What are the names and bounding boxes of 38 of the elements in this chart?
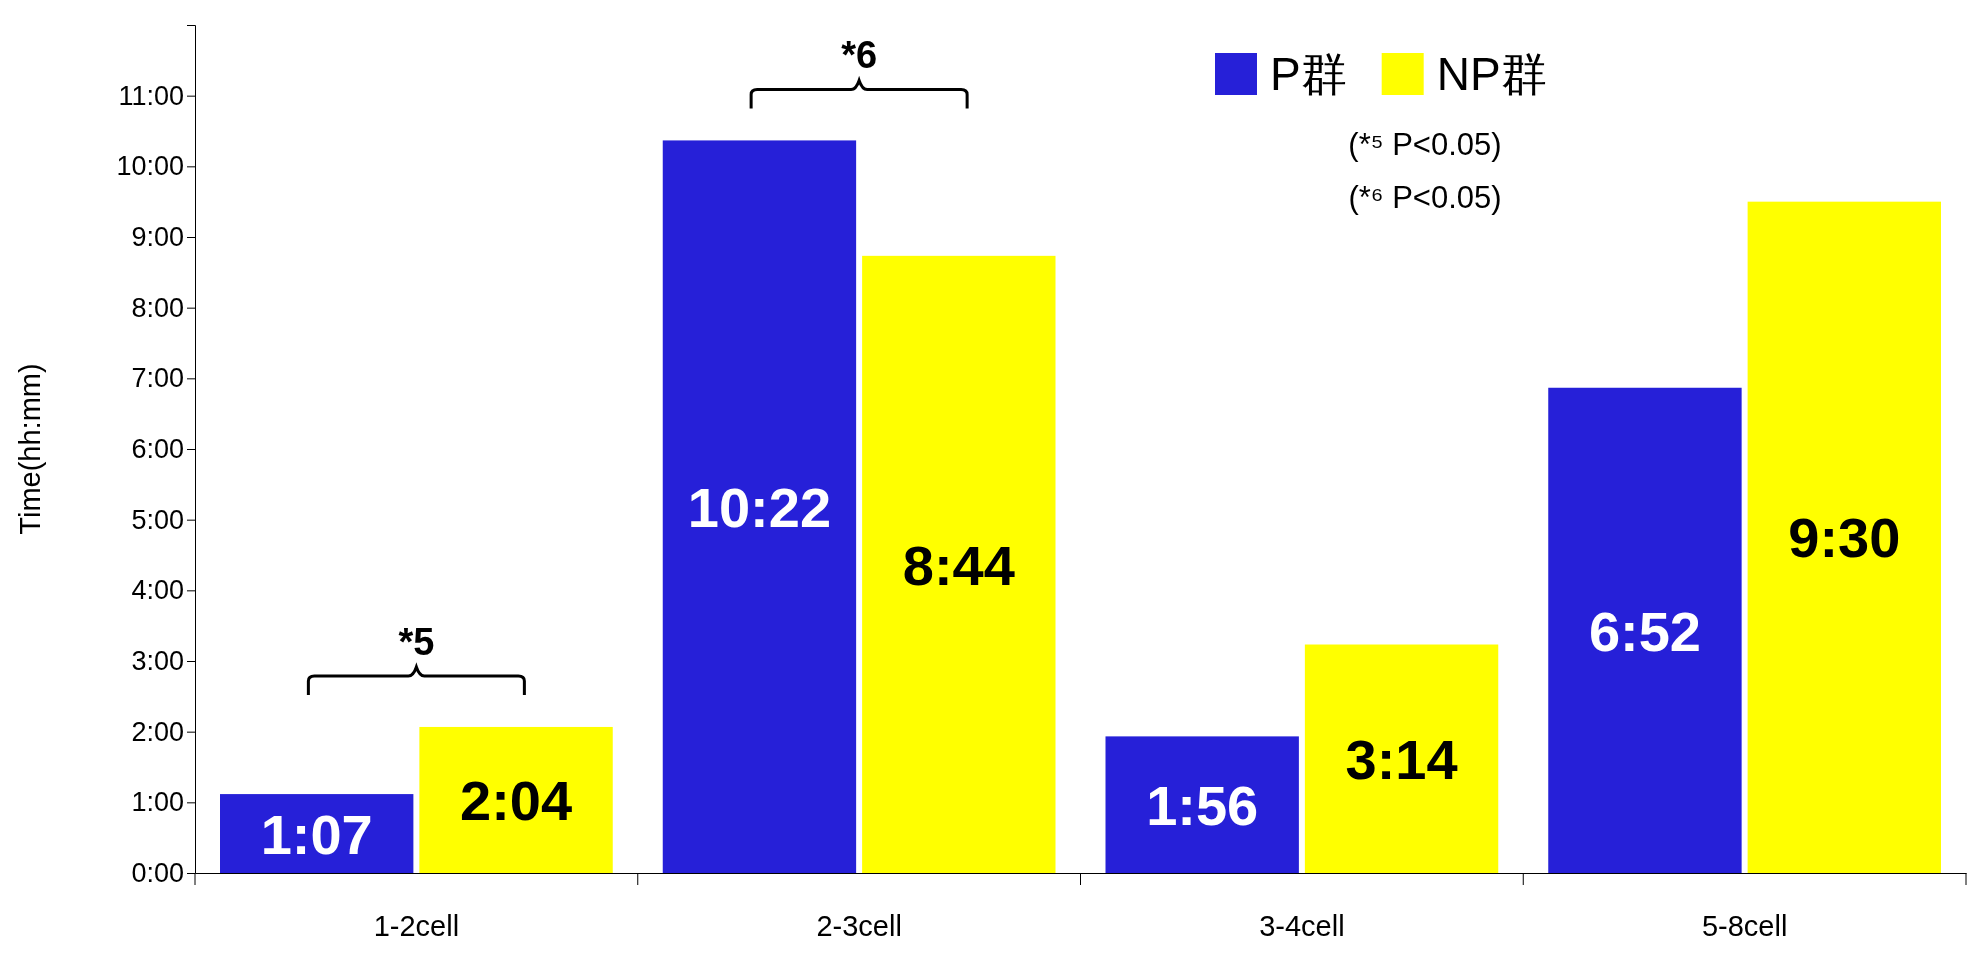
- y-tick-label: 2:00: [131, 716, 184, 747]
- bar: [662, 140, 857, 873]
- data-label: 3:14: [1345, 727, 1458, 791]
- bar: [419, 726, 613, 873]
- annotation: *6: [841, 34, 878, 77]
- x-tick-label: 2-3cell: [816, 910, 902, 942]
- y-tick-label: 3:00: [131, 646, 184, 677]
- x-tick-label: 3-4cell: [1259, 910, 1345, 942]
- data-label: 8:44: [902, 533, 1015, 597]
- legend-label: NP群: [1436, 48, 1547, 100]
- y-tick-label: 1:00: [131, 787, 184, 818]
- y-tick-label: 0:00: [131, 858, 184, 889]
- y-axis-title: Time(hh:mm): [14, 363, 46, 535]
- data-label: 1:56: [1146, 773, 1259, 837]
- data-label: 9:30: [1788, 506, 1901, 570]
- bar: [862, 255, 1056, 873]
- y-tick-label: 6:00: [131, 434, 184, 465]
- bar: [1747, 201, 1942, 873]
- annotation: (*⁵ P<0.05): [1348, 127, 1502, 162]
- y-tick-label: 10:00: [116, 151, 184, 182]
- data-label: 6:52: [1588, 599, 1701, 663]
- legend-label: P群: [1270, 48, 1347, 100]
- y-tick-label: 9:00: [131, 222, 184, 253]
- y-tick-label: 4:00: [131, 575, 184, 606]
- bar: [1304, 644, 1499, 873]
- x-tick-label: 5-8cell: [1701, 910, 1788, 942]
- y-tick-label: 8:00: [131, 292, 184, 323]
- annotation: (*⁶ P<0.05): [1348, 180, 1502, 215]
- y-tick-label: 11:00: [118, 80, 184, 111]
- annotation: *5: [398, 620, 435, 663]
- bar: [1548, 387, 1742, 873]
- bar: [1105, 736, 1299, 873]
- data-label: 1:07: [260, 802, 373, 866]
- y-tick-label: 7:00: [131, 363, 184, 394]
- data-label: 2:04: [460, 769, 573, 833]
- y-tick-label: 5:00: [131, 504, 184, 535]
- x-tick-label: 1-2cell: [373, 910, 460, 942]
- data-label: 10:22: [687, 475, 832, 539]
